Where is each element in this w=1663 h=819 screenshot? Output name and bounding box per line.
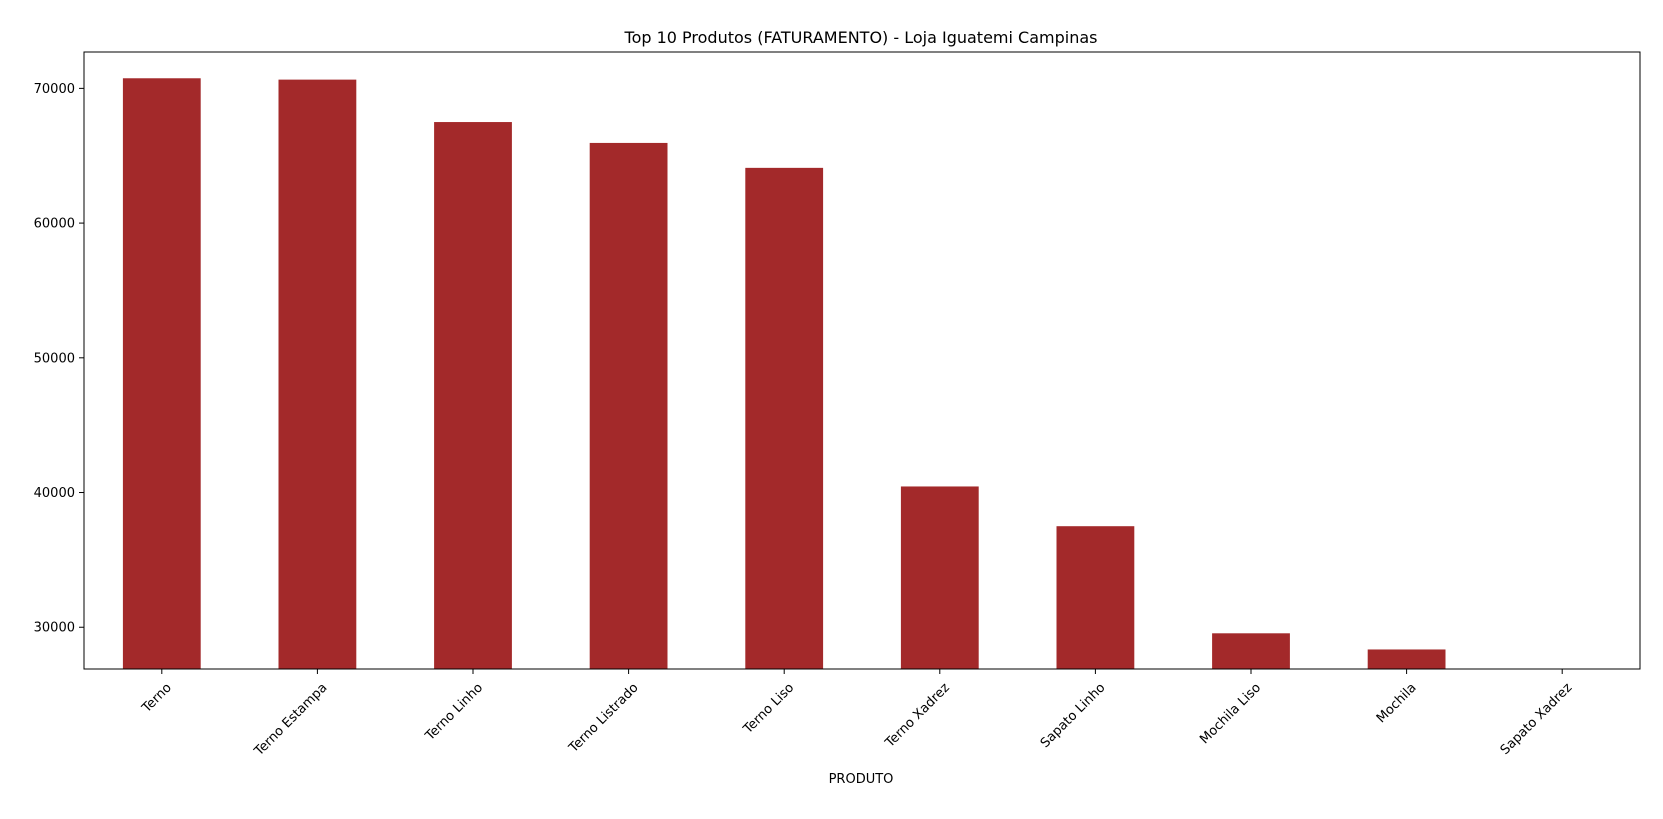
bar-terno: [122, 78, 201, 669]
x-tick-label: Mochila: [1374, 680, 1420, 726]
x-tick-label: Terno Estampa: [251, 680, 330, 759]
x-tick-label: Terno: [139, 680, 175, 716]
x-tick-label: Terno Linho: [422, 680, 486, 744]
bar-terno-listrado: [589, 142, 668, 669]
x-axis-label: PRODUTO: [829, 772, 894, 787]
x-tick-label: Sapato Linho: [1038, 680, 1109, 751]
bar-terno-estampa: [278, 79, 357, 670]
bar-mochila: [1367, 649, 1446, 669]
y-axis: 30000 40000 50000 60000 70000: [34, 82, 84, 636]
chart-title: Top 10 Produtos (FATURAMENTO) - Loja Igu…: [624, 28, 1098, 47]
y-tick-label: 70000: [34, 82, 75, 97]
y-tick-label: 50000: [34, 351, 75, 366]
x-axis: Terno Terno Estampa Terno Linho Terno Listr…: [139, 669, 1576, 760]
bars-group: [122, 78, 1446, 670]
y-tick-label: 30000: [34, 621, 75, 636]
x-tick-label: Terno Liso: [740, 680, 797, 737]
bar-terno-linho: [434, 122, 512, 670]
bar-mochila-liso: [1212, 633, 1290, 669]
bar-terno-liso: [745, 167, 824, 670]
y-tick-label: 40000: [34, 486, 75, 501]
y-tick-label: 60000: [34, 217, 75, 232]
bar-sapato-linho: [1056, 526, 1135, 669]
x-tick-label: Terno Listrado: [566, 680, 642, 756]
x-tick-label: Mochila Liso: [1197, 680, 1264, 747]
x-tick-label: Sapato Xadrez: [1498, 680, 1576, 758]
bar-terno-xadrez: [900, 486, 979, 669]
x-tick-label: Terno Xadrez: [882, 680, 953, 751]
plot-frame: [83, 51, 1641, 670]
